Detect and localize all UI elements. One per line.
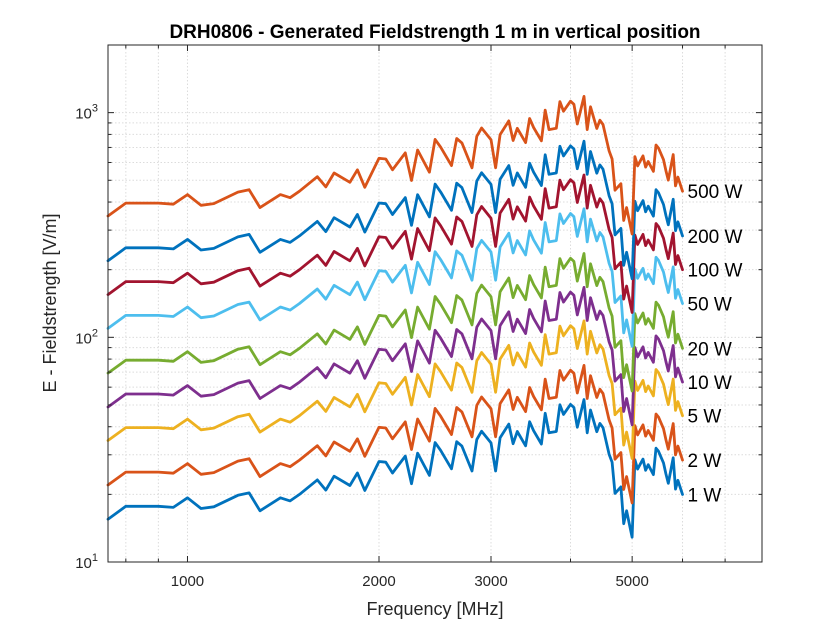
- series-line-500w: [106, 95, 684, 236]
- series-line-10w: [106, 285, 684, 427]
- x-axis-label: Frequency [MHz]: [366, 599, 503, 619]
- plot-frame: [107, 44, 763, 563]
- series-line-50w: [106, 207, 684, 348]
- series-label-100w: 100 W: [688, 261, 743, 282]
- series-labels: 1 W 2 W 5 W 10 W 20 W 50 W 100 W 200 W 500 W: [688, 182, 743, 506]
- series-label-10w: 10 W: [688, 373, 732, 394]
- series-lines: [106, 95, 684, 539]
- series-label-50w: 50 W: [688, 295, 732, 316]
- axis-ticks: 1000 2000 3000 5000 101 102 103: [75, 44, 762, 590]
- y-tick-label: 101: [75, 552, 98, 572]
- y-axis-label: E - Fieldstrength [V/m]: [40, 213, 60, 392]
- series-line-1w: [106, 398, 684, 539]
- series-label-500w: 500 W: [688, 182, 743, 203]
- series-label-2w: 2 W: [688, 451, 722, 472]
- series-line-5w: [106, 319, 684, 460]
- chart-title: DRH0806 - Generated Fieldstrength 1 m in…: [169, 22, 700, 43]
- y-tick-label: 102: [75, 327, 98, 347]
- series-label-20w: 20 W: [688, 339, 732, 360]
- x-tick-label: 2000: [362, 573, 395, 590]
- series-line-20w: [106, 252, 684, 393]
- x-tick-label: 1000: [171, 573, 204, 590]
- series-line-200w: [106, 139, 684, 281]
- x-tick-label: 5000: [615, 573, 648, 590]
- series-label-200w: 200 W: [688, 227, 743, 248]
- series-label-1w: 1 W: [688, 485, 722, 506]
- series-line-2w: [106, 363, 684, 505]
- x-tick-label: 3000: [474, 573, 507, 590]
- series-line-100w: [106, 173, 684, 314]
- series-label-5w: 5 W: [688, 407, 722, 428]
- y-tick-label: 103: [75, 103, 98, 123]
